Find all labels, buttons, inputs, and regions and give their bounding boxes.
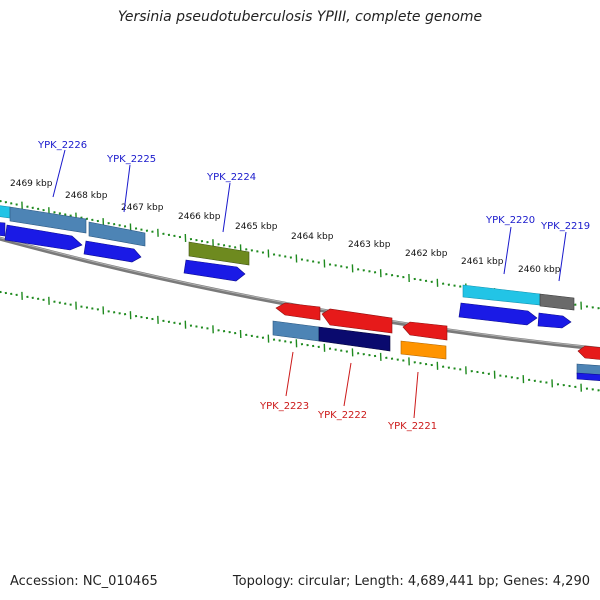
kbp-label: 2460 kbp (518, 265, 561, 275)
gene-label[interactable]: YPK_2224 (206, 172, 256, 183)
cds-arrow[interactable] (83, 240, 142, 263)
cds-arrow[interactable] (402, 321, 448, 341)
gene-bar[interactable] (400, 340, 447, 360)
label-leader (123, 164, 131, 213)
reverse-features (272, 302, 600, 381)
kbp-scale: 2469 kbp 2468 kbp 2467 kbp 2466 kbp 2465… (10, 179, 561, 275)
cds-arrow[interactable] (183, 259, 246, 282)
kbp-label: 2464 kbp (291, 232, 334, 242)
gene-bar[interactable] (0, 205, 11, 219)
map-title: Yersinia pseudotuberculosis YPIII, compl… (117, 9, 483, 25)
cds-arrow[interactable] (4, 224, 83, 251)
kbp-label: 2466 kbp (178, 212, 221, 222)
label-leader (558, 231, 567, 282)
label-leader (503, 226, 512, 275)
cds-arrow[interactable] (275, 302, 321, 321)
cds-arrow[interactable] (321, 308, 393, 334)
kbp-label: 2469 kbp (10, 179, 53, 189)
label-leader (413, 371, 419, 419)
kbp-label: 2465 kbp (235, 222, 278, 232)
gene-label[interactable]: YPK_2223 (259, 401, 309, 412)
gene-label[interactable]: YPK_2226 (37, 140, 87, 151)
gene-bar[interactable] (318, 326, 391, 352)
cds-arrow[interactable] (577, 345, 600, 360)
kbp-label: 2467 kbp (121, 203, 164, 213)
gene-bar[interactable] (576, 372, 600, 381)
kbp-label: 2461 kbp (461, 257, 504, 267)
gene-label[interactable]: YPK_2220 (485, 215, 535, 226)
cds-arrow[interactable] (0, 222, 6, 237)
cds-arrow[interactable] (458, 302, 538, 326)
gene-bar[interactable] (188, 241, 250, 266)
label-leader (52, 149, 66, 198)
reverse-gene-labels: YPK_2223 YPK_2222 YPK_2221 (259, 351, 437, 432)
gene-bar[interactable] (88, 221, 146, 247)
forward-gene-labels: YPK_2226 YPK_2225 YPK_2224 YPK_2220 YPK_… (37, 140, 590, 282)
gene-bar[interactable] (9, 206, 87, 234)
label-leader (343, 362, 352, 407)
gene-bar[interactable] (462, 284, 541, 306)
gene-label[interactable]: YPK_2221 (387, 421, 437, 432)
gene-label[interactable]: YPK_2225 (106, 154, 156, 165)
gene-bar[interactable] (272, 320, 320, 342)
accession-text: Accession: NC_010465 (10, 574, 158, 589)
kbp-label: 2463 kbp (348, 240, 391, 250)
genome-summary: Topology: circular; Length: 4,689,441 bp… (232, 574, 590, 589)
gene-bar[interactable] (539, 293, 575, 311)
kbp-label: 2468 kbp (65, 191, 108, 201)
label-leader (222, 182, 231, 233)
gene-label[interactable]: YPK_2222 (317, 410, 367, 421)
gene-label[interactable]: YPK_2219 (540, 221, 590, 232)
forward-features (0, 205, 575, 329)
kbp-label: 2462 kbp (405, 249, 448, 259)
tick-row-lower (0, 290, 600, 392)
gene-bar[interactable] (576, 363, 600, 376)
label-leader (285, 351, 294, 397)
cds-arrow[interactable] (537, 312, 572, 329)
